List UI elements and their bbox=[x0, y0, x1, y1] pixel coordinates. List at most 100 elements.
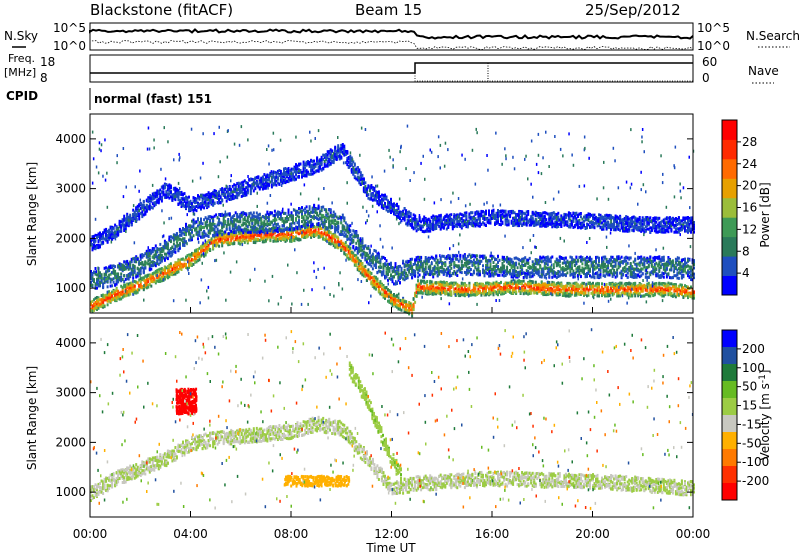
heatmap-cell bbox=[289, 223, 291, 227]
heatmap-cell bbox=[260, 221, 263, 225]
heatmap-cell bbox=[144, 252, 147, 256]
heatmap-cell bbox=[99, 284, 101, 288]
heatmap-cell bbox=[684, 294, 686, 298]
heatmap-cell bbox=[391, 293, 394, 297]
heatmap-cell bbox=[486, 285, 489, 289]
heatmap-cell bbox=[684, 288, 686, 292]
heatmap-cell bbox=[433, 269, 436, 272]
heatmap-cell bbox=[370, 276, 373, 280]
heatmap-cell bbox=[474, 290, 477, 294]
heatmap-cell bbox=[100, 305, 103, 309]
heatmap-cell bbox=[540, 291, 543, 295]
noise-left-label: N.Sky bbox=[4, 29, 38, 43]
heatmap-cell bbox=[340, 232, 343, 236]
heatmap-cell bbox=[242, 221, 245, 225]
heatmap-cell bbox=[139, 284, 142, 288]
heatmap-cell bbox=[100, 294, 103, 298]
heatmap-cell bbox=[204, 216, 207, 220]
heatmap-cell bbox=[133, 259, 136, 263]
heatmap-cell bbox=[332, 244, 335, 248]
heatmap-cell bbox=[221, 233, 224, 237]
heatmap-cell bbox=[112, 268, 115, 271]
heatmap-cell bbox=[341, 224, 344, 228]
heatmap-cell bbox=[147, 285, 150, 289]
heatmap-cell bbox=[154, 273, 157, 277]
heatmap-cell bbox=[91, 285, 94, 289]
heatmap-cell bbox=[162, 248, 165, 251]
heatmap-cell bbox=[347, 225, 350, 228]
heatmap-cell bbox=[557, 291, 560, 295]
heatmap-cell bbox=[466, 259, 469, 263]
heatmap-cell bbox=[650, 286, 653, 290]
heatmap-cell bbox=[215, 240, 218, 244]
heatmap-cell bbox=[198, 255, 201, 259]
heatmap-cell bbox=[169, 262, 172, 266]
heatmap-cell bbox=[278, 217, 281, 221]
heatmap-cell bbox=[102, 303, 105, 307]
heatmap-cell bbox=[478, 285, 481, 289]
heatmap-cell bbox=[129, 262, 132, 266]
heatmap-cell bbox=[236, 228, 239, 232]
heatmap-cell bbox=[572, 286, 575, 290]
heatmap-cell bbox=[447, 282, 450, 286]
heatmap-cell bbox=[635, 290, 638, 294]
heatmap-cell bbox=[424, 258, 427, 262]
heatmap-cell bbox=[111, 264, 114, 268]
heatmap-cell bbox=[644, 286, 647, 290]
heatmap-cell bbox=[344, 253, 347, 257]
heatmap-cell bbox=[344, 228, 347, 232]
heatmap-cell bbox=[133, 291, 136, 295]
heatmap-cell bbox=[308, 231, 311, 235]
heatmap-cell bbox=[341, 241, 344, 245]
heatmap-cell bbox=[453, 287, 456, 291]
heatmap-cell bbox=[189, 238, 192, 242]
heatmap-cell bbox=[414, 271, 417, 275]
heatmap-cell bbox=[118, 297, 121, 301]
heatmap-cell bbox=[483, 290, 486, 294]
heatmap-cell bbox=[94, 272, 97, 276]
heatmap-cell bbox=[97, 284, 100, 288]
heatmap-cell bbox=[154, 262, 157, 266]
heatmap-cell bbox=[195, 232, 198, 236]
heatmap-cell bbox=[346, 246, 349, 250]
heatmap-cell bbox=[261, 227, 264, 231]
heatmap-cell bbox=[640, 289, 643, 293]
heatmap-cell bbox=[263, 224, 266, 228]
heatmap-cell bbox=[456, 288, 459, 292]
heatmap-cell bbox=[442, 267, 445, 271]
heatmap-cell bbox=[174, 264, 177, 267]
heatmap-cell bbox=[463, 290, 466, 294]
heatmap-cell bbox=[397, 296, 400, 300]
heatmap-cell bbox=[157, 275, 160, 279]
heatmap-cell bbox=[166, 247, 169, 251]
heatmap-cell bbox=[114, 283, 117, 287]
heatmap-cell bbox=[638, 283, 641, 287]
heatmap-cell bbox=[147, 277, 150, 281]
heatmap-cell bbox=[212, 239, 215, 243]
heatmap-cell bbox=[283, 211, 285, 215]
heatmap-cell bbox=[118, 265, 121, 269]
heatmap-cell bbox=[356, 256, 359, 260]
heatmap-cell bbox=[673, 294, 676, 298]
heatmap-cell bbox=[377, 289, 380, 293]
heatmap-cell bbox=[212, 243, 215, 247]
heatmap-cell bbox=[402, 261, 405, 265]
heatmap-cell bbox=[655, 288, 658, 292]
heatmap-cell bbox=[417, 283, 420, 287]
heatmap-cell bbox=[278, 212, 281, 216]
heatmap-cell bbox=[661, 282, 664, 285]
heatmap-cell bbox=[465, 272, 468, 276]
heatmap-cell bbox=[129, 289, 132, 293]
heatmap-cell bbox=[361, 265, 364, 269]
heatmap-cell bbox=[352, 246, 355, 250]
heatmap-cell bbox=[417, 266, 420, 270]
heatmap-cell bbox=[448, 270, 451, 274]
heatmap-cell bbox=[592, 292, 594, 296]
heatmap-cell bbox=[442, 269, 445, 273]
heatmap-cell bbox=[213, 241, 216, 245]
heatmap-cell bbox=[326, 226, 329, 230]
heatmap-cell bbox=[374, 283, 377, 287]
heatmap-cell bbox=[311, 230, 314, 234]
heatmap-cell bbox=[414, 291, 417, 295]
heatmap-cell bbox=[248, 232, 251, 236]
